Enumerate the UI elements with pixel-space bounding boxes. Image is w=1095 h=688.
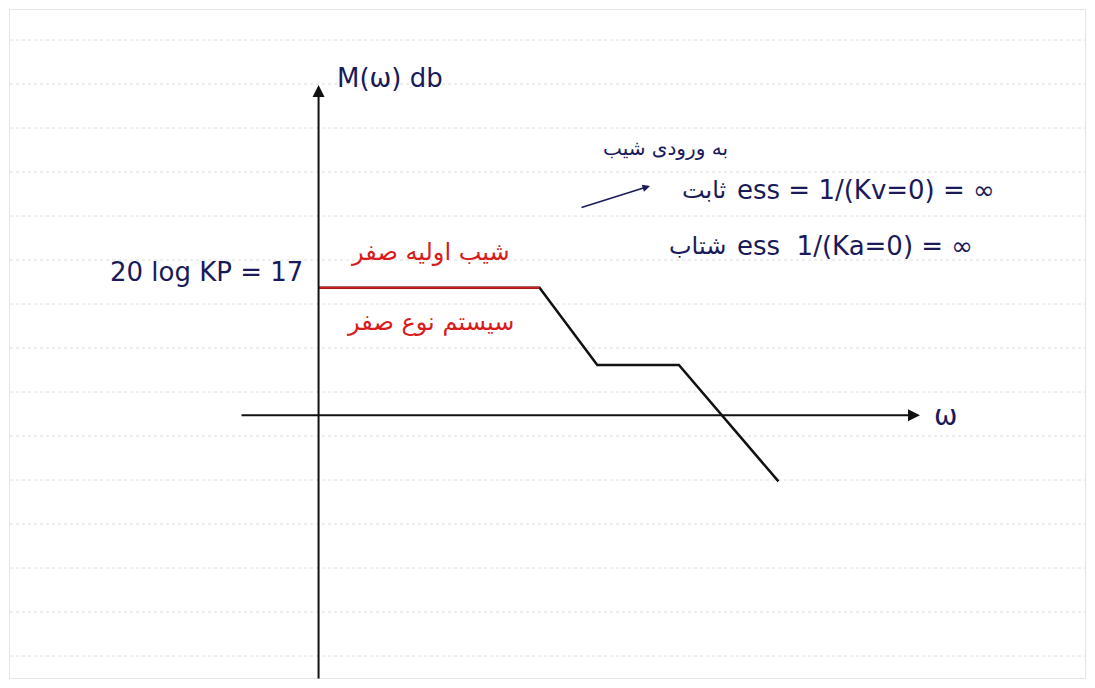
svg-text:ثابت: ثابت <box>682 176 726 204</box>
svg-text:20 log KP = 17: 20 log KP = 17 <box>110 257 303 287</box>
svg-text:شتاب: شتاب <box>669 232 726 260</box>
svg-text:سیستم نوع صفر: سیستم نوع صفر <box>347 308 514 336</box>
svg-text:M(ω) db: M(ω) db <box>337 63 443 93</box>
svg-text:شیب اولیه صفر: شیب اولیه صفر <box>351 238 510 266</box>
svg-text:ω: ω <box>934 399 957 432</box>
svg-text:به ورودی شیب: به ورودی شیب <box>603 136 728 160</box>
svg-text:ess 1/(Ka=0) = ∞: ess 1/(Ka=0) = ∞ <box>737 231 973 261</box>
svg-text:ess = 1/(Kv=0) = ∞: ess = 1/(Kv=0) = ∞ <box>737 175 995 205</box>
